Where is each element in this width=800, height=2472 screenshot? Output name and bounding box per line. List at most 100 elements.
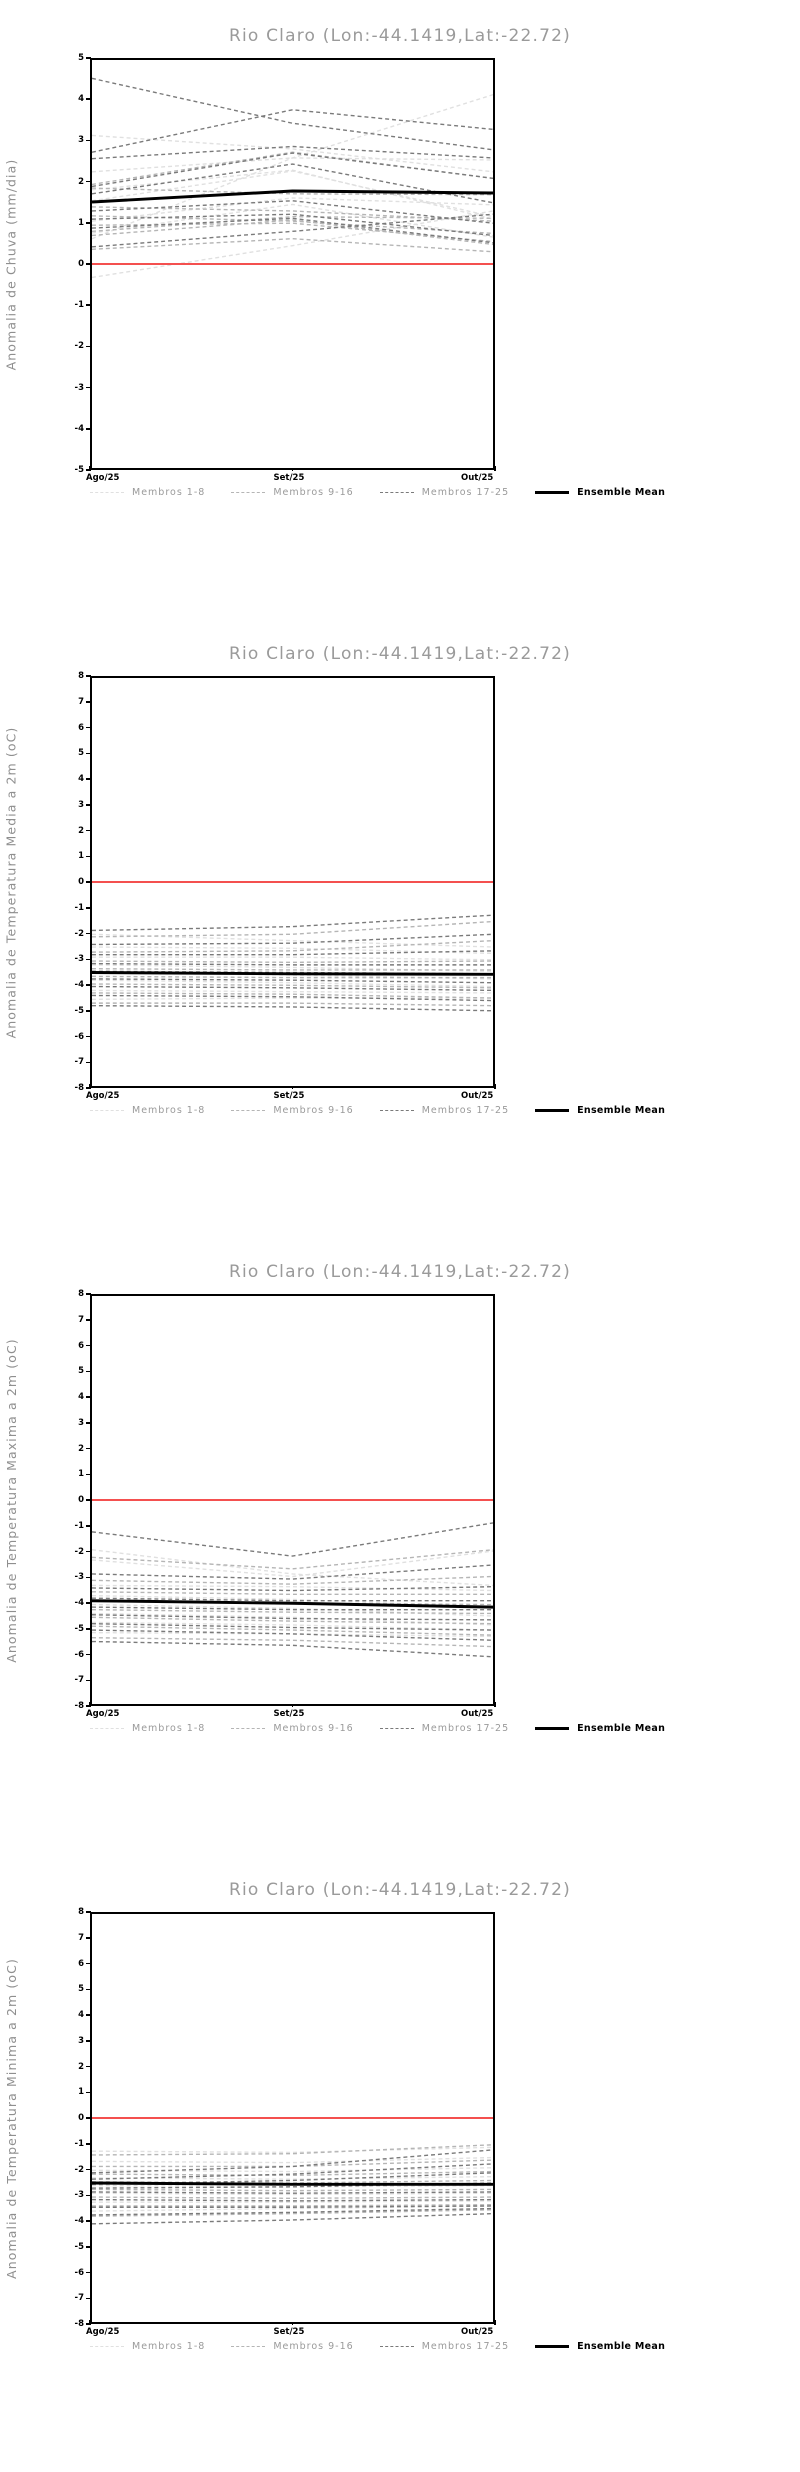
- legend-item[interactable]: Membros 9-16: [231, 2341, 353, 2352]
- member-line: [92, 215, 493, 233]
- y-tick-mark: [86, 1010, 91, 1012]
- y-axis-label-text: Anomalia de Temperatura Minima a 2m (oC): [3, 1957, 19, 2279]
- member-line: [92, 2146, 493, 2154]
- legend-item[interactable]: Membros 17-25: [379, 487, 509, 498]
- member-line: [92, 1629, 493, 1641]
- legend-dash-swatch: [90, 2345, 124, 2347]
- legend-solid-swatch: [535, 490, 570, 494]
- x-tick-mark: [494, 1702, 496, 1707]
- legend-item[interactable]: Membros 9-16: [231, 1723, 353, 1734]
- y-tick-label: 3: [78, 2035, 84, 2046]
- legend-item[interactable]: Membros 9-16: [231, 487, 353, 498]
- y-tick-label: 8: [78, 671, 84, 681]
- member-line: [92, 2200, 493, 2203]
- legend-item[interactable]: Ensemble Mean: [535, 2341, 665, 2352]
- member-line: [92, 939, 493, 953]
- member-line: [92, 2192, 493, 2196]
- legend-label: Membros 1-8: [132, 1104, 206, 1116]
- legend-label: Membros 1-8: [132, 2340, 206, 2352]
- legend-item[interactable]: Membros 1-8: [90, 487, 205, 498]
- y-tick-mark: [86, 1653, 91, 1656]
- legend-label: Membros 17-25: [421, 1104, 510, 1116]
- member-line: [92, 77, 493, 151]
- member-line: [92, 187, 493, 196]
- y-tick-mark: [86, 2091, 91, 2093]
- y-tick-label: 3: [78, 1417, 84, 1428]
- legend-item[interactable]: Membros 17-25: [379, 1104, 510, 1116]
- chart-legend: Membros 1-8 Membros 9-16 Membros 17-25 Ense…: [90, 1102, 790, 1118]
- y-tick-mark: [86, 752, 91, 754]
- member-line: [92, 997, 493, 1000]
- y-tick-mark: [86, 139, 91, 142]
- y-tick-mark: [86, 1396, 91, 1398]
- y-tick-mark: [86, 804, 91, 806]
- member-line: [92, 157, 493, 173]
- member-line: [92, 163, 493, 204]
- y-tick-label: 6: [78, 1958, 84, 1969]
- plot-area: [90, 1294, 495, 1706]
- y-tick-mark: [86, 829, 91, 832]
- legend-label: Ensemble Mean: [577, 1722, 666, 1734]
- y-axis-label: Anomalia de Temperatura Media a 2m (oC): [0, 676, 22, 1088]
- y-tick-label: 6: [78, 722, 84, 733]
- legend-item[interactable]: Membros 9-16: [231, 1105, 353, 1116]
- legend-label: Membros 9-16: [273, 486, 354, 498]
- y-tick-mark: [86, 1319, 91, 1321]
- member-line: [92, 1614, 493, 1621]
- legend-label: Membros 1-8: [132, 486, 206, 498]
- member-line: [92, 94, 493, 240]
- legend-item[interactable]: Ensemble Mean: [535, 1105, 665, 1116]
- y-tick-label: 4: [78, 94, 84, 105]
- y-tick-label: -2: [74, 928, 84, 939]
- legend-item[interactable]: Membros 17-25: [379, 1723, 509, 1734]
- x-tick-label: Set/25: [273, 2327, 305, 2337]
- member-line: [92, 1631, 493, 1638]
- member-line: [92, 1586, 493, 1592]
- plot-canvas: [92, 881, 493, 1012]
- y-tick-mark: [86, 2194, 91, 2196]
- member-line: [92, 145, 493, 160]
- ensemble-mean-line: [92, 189, 493, 204]
- x-tick-mark: [494, 1084, 496, 1089]
- member-line: [92, 213, 493, 248]
- y-tick-mark: [86, 726, 91, 729]
- y-axis-label: Anomalia de Temperatura Minima a 2m (oC): [0, 1912, 22, 2324]
- y-tick-label: -2: [74, 341, 84, 352]
- legend-label: Ensemble Mean: [577, 2340, 666, 2352]
- x-tick-label: Set/25: [273, 1709, 305, 1719]
- member-line: [92, 200, 493, 224]
- y-tick-label: -3: [74, 954, 84, 965]
- member-line: [92, 1597, 493, 1602]
- legend-item[interactable]: Membros 1-8: [90, 1105, 205, 1116]
- chart-block-tminima: Rio Claro (Lon:-44.1419,Lat:-22.72) Anoma…: [0, 1854, 800, 2472]
- y-tick-label: -3: [74, 382, 84, 393]
- y-axis-label-text: Anomalia de Temperatura Media a 2m (oC): [3, 726, 19, 1038]
- member-line: [92, 2170, 493, 2177]
- member-line: [92, 2149, 493, 2174]
- y-tick-mark: [86, 180, 91, 183]
- y-axis-label-text: Anomalia de Temperatura Maxima a 2m (oC): [3, 1337, 19, 1663]
- y-tick-mark: [86, 1370, 91, 1372]
- legend-label: Membros 9-16: [273, 2340, 354, 2352]
- member-line: [92, 920, 493, 938]
- x-tick-label: Ago/25: [86, 1709, 120, 1719]
- member-line: [92, 962, 493, 966]
- legend-item[interactable]: Membros 1-8: [90, 1723, 205, 1734]
- member-line: [92, 2212, 493, 2225]
- x-tick-label: Ago/25: [86, 1091, 120, 1101]
- member-line: [92, 2144, 493, 2156]
- x-tick-label: Set/25: [273, 473, 305, 483]
- member-line: [92, 2204, 493, 2207]
- legend-item[interactable]: Ensemble Mean: [535, 487, 665, 498]
- legend-item[interactable]: Ensemble Mean: [535, 1723, 665, 1734]
- member-line: [92, 238, 493, 253]
- member-line: [92, 1640, 493, 1658]
- y-tick-mark: [86, 881, 91, 883]
- y-tick-mark: [86, 1705, 91, 1707]
- legend-item[interactable]: Membros 1-8: [90, 2341, 205, 2352]
- legend-dash-swatch: [379, 491, 414, 493]
- legend-item[interactable]: Membros 17-25: [379, 2341, 509, 2352]
- legend-label: Membros 9-16: [273, 1104, 354, 1116]
- y-tick-mark: [86, 2271, 91, 2274]
